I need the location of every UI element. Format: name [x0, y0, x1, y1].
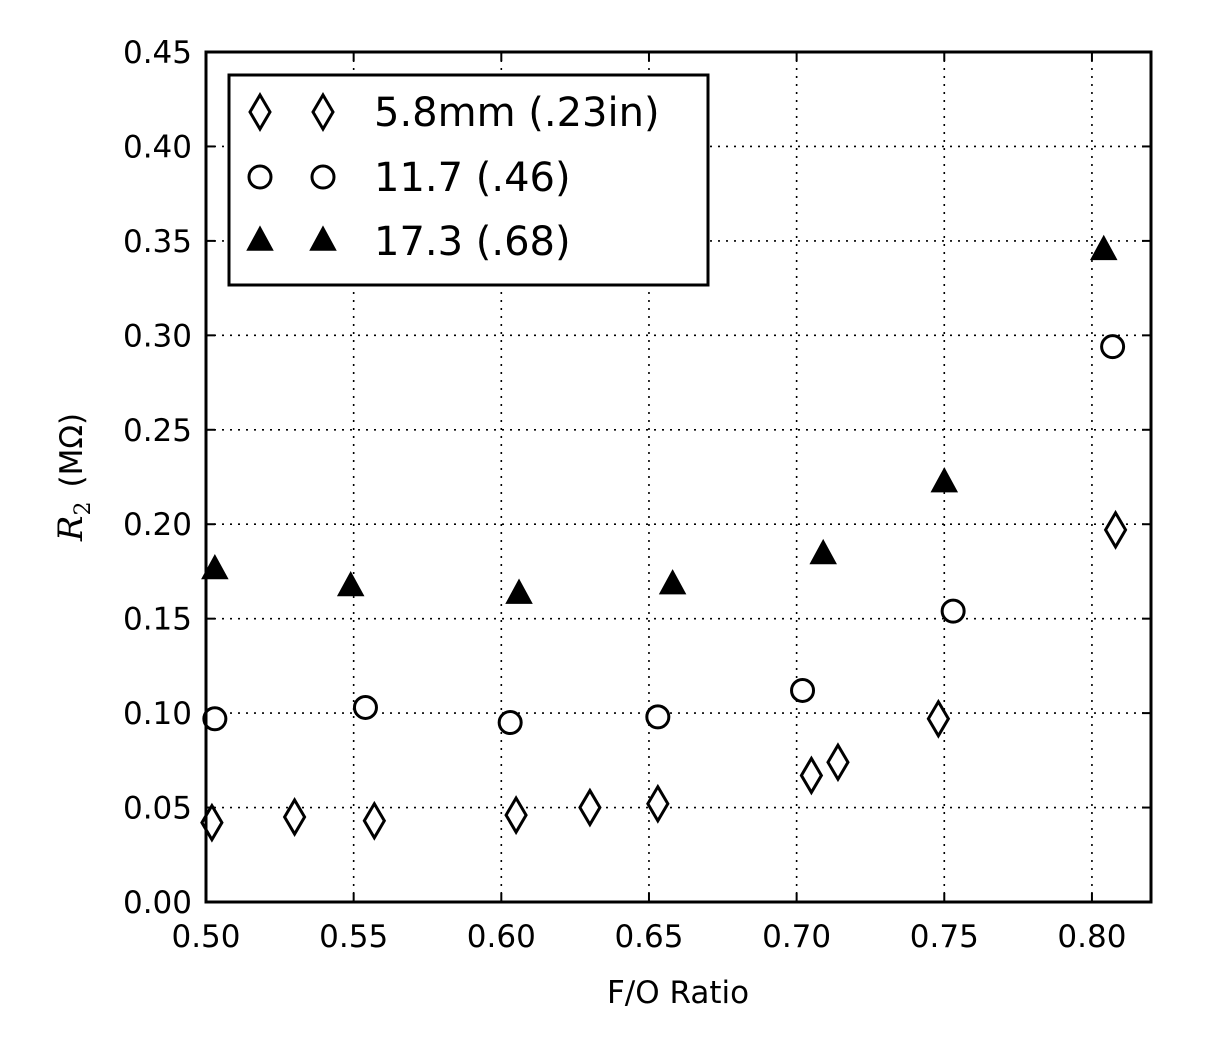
legend-item: 11.7 (.46) [247, 155, 571, 201]
data-point [926, 698, 951, 739]
y-tick-label: 0.05 [123, 791, 192, 827]
data-point [336, 570, 365, 597]
y-tick-label: 0.25 [123, 413, 192, 449]
legend-item: 17.3 (.68) [246, 219, 571, 265]
y-tick-label: 0.40 [123, 129, 192, 165]
data-point [202, 706, 228, 732]
y-tick-label: 0.00 [123, 885, 192, 921]
data-points [200, 234, 1128, 843]
legend-label: 17.3 (.68) [374, 219, 571, 265]
legend-marker [247, 164, 273, 190]
x-tick-label: 0.75 [910, 919, 979, 955]
series-1 [200, 509, 1128, 843]
y-tick-label: 0.30 [123, 318, 192, 354]
data-point [1100, 334, 1126, 360]
x-tick-label: 0.50 [171, 919, 240, 955]
data-point [578, 787, 602, 828]
y-tick-label: 0.35 [123, 224, 192, 260]
legend-marker [248, 92, 272, 132]
data-point [362, 800, 387, 841]
plot-frame [204, 50, 1153, 904]
y-axis-label-subscript: 2 [71, 502, 96, 516]
y-tick-label: 0.45 [123, 35, 192, 71]
data-point [826, 742, 850, 783]
data-point [646, 783, 670, 824]
data-point [645, 704, 671, 730]
y-axis-label-symbol: R [51, 516, 91, 543]
y-tick-label: 0.15 [123, 602, 192, 638]
legend-label: 5.8mm (.23in) [374, 90, 660, 136]
legend: 5.8mm (.23in) 11.7 (.46) 17.3 (.68) [227, 73, 710, 287]
legend-marker [309, 225, 337, 251]
x-axis-label: F/O Ratio [607, 975, 749, 1011]
series-3 [201, 234, 1118, 604]
y-tick-label: 0.20 [123, 507, 192, 543]
legend-marker [246, 225, 274, 251]
legend-label: 11.7 (.46) [374, 155, 571, 201]
data-point [352, 694, 378, 720]
y-tick-label: 0.10 [123, 696, 192, 732]
data-point [940, 598, 966, 624]
x-tick-label: 0.55 [319, 919, 388, 955]
data-point [799, 755, 824, 796]
data-point [809, 538, 837, 565]
data-point [505, 578, 533, 604]
data-point [497, 710, 523, 736]
data-point [1089, 234, 1118, 261]
data-point [504, 795, 528, 836]
legend-marker [311, 92, 335, 132]
data-point [658, 569, 687, 595]
data-point [201, 553, 229, 580]
x-tick-label: 0.80 [1057, 919, 1126, 955]
tick-labels: 0.50 0.55 0.60 0.65 0.70 0.75 0.80 0.00 0.05 0.10… [123, 35, 1126, 955]
y-axis-label: R2 (MΩ) [51, 413, 96, 542]
svg-text:R2(MΩ): R2 (MΩ) [51, 413, 96, 542]
legend-box [227, 73, 710, 287]
x-tick-label: 0.70 [762, 919, 831, 955]
legend-item: 5.8mm (.23in) [248, 90, 660, 136]
data-point [282, 797, 307, 837]
data-point [1103, 509, 1128, 550]
data-point [790, 677, 816, 703]
legend-marker [310, 164, 336, 190]
x-tick-label: 0.65 [614, 919, 683, 955]
y-axis-label-unit: (MΩ) [54, 413, 90, 488]
data-point [930, 467, 959, 493]
x-tick-label: 0.60 [467, 919, 536, 955]
series-2 [202, 334, 1126, 736]
